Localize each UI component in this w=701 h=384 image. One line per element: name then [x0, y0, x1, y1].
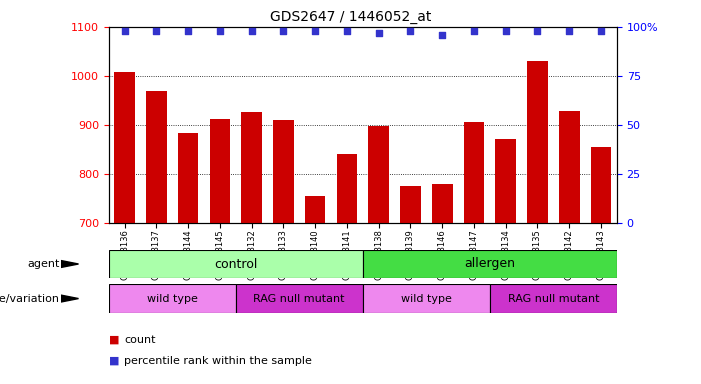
Text: agent: agent: [27, 259, 60, 269]
Bar: [363, 284, 490, 313]
Point: [151, 28, 162, 34]
Bar: [109, 250, 363, 278]
Bar: [463, 122, 484, 223]
Text: allergen: allergen: [464, 258, 515, 270]
Bar: [336, 154, 358, 223]
Point: [341, 28, 353, 34]
Text: percentile rank within the sample: percentile rank within the sample: [124, 356, 312, 366]
Bar: [178, 132, 198, 223]
Bar: [305, 196, 325, 223]
Point: [595, 28, 606, 34]
Bar: [236, 284, 363, 313]
Bar: [114, 73, 135, 223]
Point: [564, 28, 575, 34]
Point: [278, 28, 289, 34]
Point: [404, 28, 416, 34]
Point: [310, 28, 321, 34]
Polygon shape: [61, 295, 79, 302]
Text: ■: ■: [109, 356, 119, 366]
Bar: [400, 185, 421, 223]
Bar: [368, 126, 389, 223]
Bar: [273, 120, 294, 223]
Text: ■: ■: [109, 335, 119, 345]
Bar: [559, 111, 580, 223]
Text: RAG null mutant: RAG null mutant: [508, 293, 599, 304]
Point: [215, 28, 226, 34]
Point: [119, 28, 130, 34]
Text: GDS2647 / 1446052_at: GDS2647 / 1446052_at: [270, 10, 431, 23]
Point: [182, 28, 193, 34]
Polygon shape: [61, 260, 79, 267]
Text: control: control: [214, 258, 257, 270]
Point: [437, 31, 448, 38]
Text: wild type: wild type: [401, 293, 451, 304]
Text: genotype/variation: genotype/variation: [0, 293, 60, 304]
Text: wild type: wild type: [147, 293, 198, 304]
Text: count: count: [124, 335, 156, 345]
Point: [468, 28, 479, 34]
Bar: [241, 112, 262, 223]
Point: [500, 28, 511, 34]
Point: [373, 30, 384, 36]
Bar: [527, 61, 547, 223]
Point: [246, 28, 257, 34]
Bar: [109, 284, 236, 313]
Bar: [146, 91, 167, 223]
Bar: [363, 250, 617, 278]
Bar: [591, 147, 611, 223]
Bar: [432, 184, 453, 223]
Text: RAG null mutant: RAG null mutant: [254, 293, 345, 304]
Bar: [490, 284, 617, 313]
Point: [532, 28, 543, 34]
Bar: [210, 119, 230, 223]
Bar: [496, 139, 516, 223]
